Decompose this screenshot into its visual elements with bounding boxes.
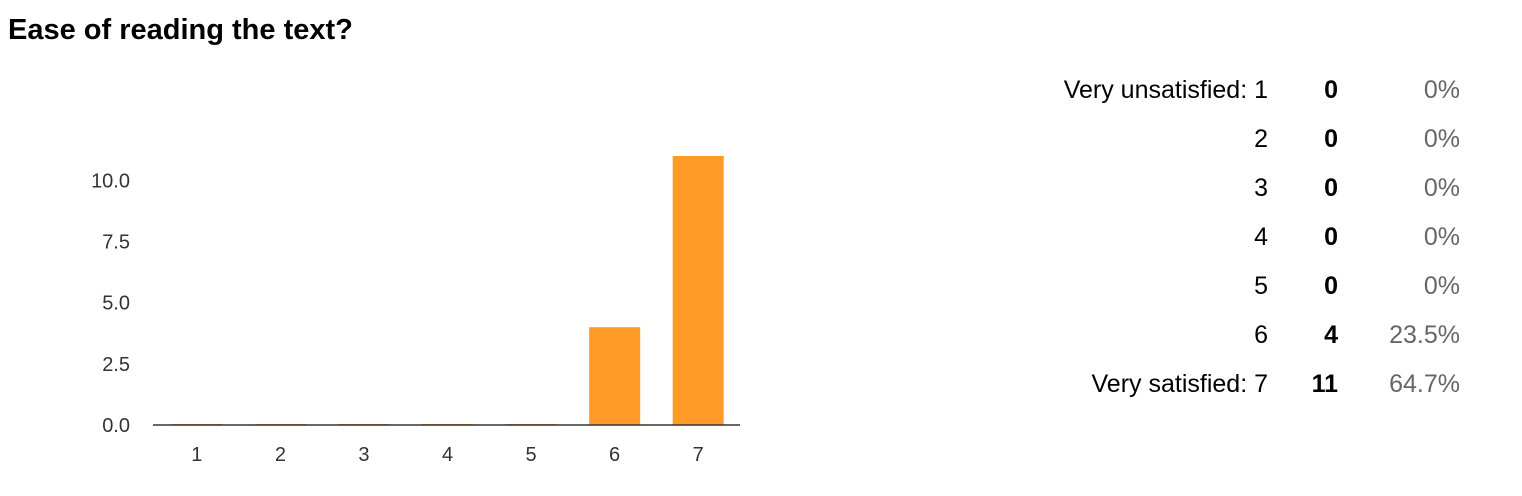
summary-row: 2 0 0%: [1000, 115, 1460, 164]
y-tick-label: 7.5: [102, 232, 130, 254]
response-summary-table: Very unsatisfied: 1 0 0% 2 0 0% 3 0 0% 4 0 0% 5 0 0% 6 4…: [1000, 66, 1460, 409]
summary-percent: 0%: [1423, 76, 1460, 104]
x-tick-label: 3: [358, 444, 369, 466]
summary-percent: 0%: [1423, 272, 1460, 300]
summary-label: Very unsatisfied: 1: [1063, 76, 1268, 104]
x-tick-label: 4: [442, 444, 453, 466]
summary-row: 5 0 0%: [1000, 262, 1460, 311]
y-axis-ticks: 0.0 2.5 5.0 7.5 10.0: [91, 171, 130, 438]
summary-row: 3 0 0%: [1000, 164, 1460, 213]
x-tick-label: 6: [609, 444, 620, 466]
bar: [672, 156, 724, 425]
x-tick-label: 7: [693, 444, 704, 466]
summary-percent: 0%: [1423, 125, 1460, 153]
summary-label: 5: [1254, 272, 1268, 300]
summary-count: 11: [1311, 370, 1338, 398]
summary-percent: 0%: [1423, 223, 1460, 251]
summary-row: Very unsatisfied: 1 0 0%: [1000, 66, 1460, 115]
y-tick-label: 0.0: [102, 415, 130, 437]
summary-row: 4 0 0%: [1000, 213, 1460, 262]
summary-percent: 0%: [1423, 174, 1460, 202]
bar-chart: 0.0 2.5 5.0 7.5 10.0 1 2 3 4 5 6 7: [91, 156, 740, 466]
y-tick-label: 2.5: [102, 354, 130, 376]
summary-count: 0: [1324, 125, 1338, 153]
summary-label: 3: [1254, 174, 1268, 202]
summary-percent: 23.5%: [1389, 321, 1460, 349]
summary-percent: 64.7%: [1389, 370, 1460, 398]
summary-count: 4: [1324, 321, 1338, 349]
summary-label: Very satisfied: 7: [1091, 370, 1268, 398]
summary-count: 0: [1324, 223, 1338, 251]
summary-label: 6: [1254, 321, 1268, 349]
x-tick-label: 2: [275, 444, 286, 466]
x-tick-label: 1: [191, 444, 202, 466]
summary-count: 0: [1324, 76, 1338, 104]
question-title: Ease of reading the text?: [8, 14, 353, 46]
summary-count: 0: [1324, 174, 1338, 202]
summary-label: 2: [1254, 125, 1268, 153]
summary-count: 0: [1324, 272, 1338, 300]
summary-row: Very satisfied: 7 11 64.7%: [1000, 360, 1460, 409]
summary-label: 4: [1254, 223, 1268, 251]
summary-row: 6 4 23.5%: [1000, 311, 1460, 360]
chart-bars: [171, 156, 724, 425]
y-tick-label: 10.0: [91, 171, 130, 193]
bar: [589, 327, 641, 425]
x-axis-ticks: 1 2 3 4 5 6 7: [191, 444, 704, 466]
y-tick-label: 5.0: [102, 293, 130, 315]
x-tick-label: 5: [526, 444, 537, 466]
